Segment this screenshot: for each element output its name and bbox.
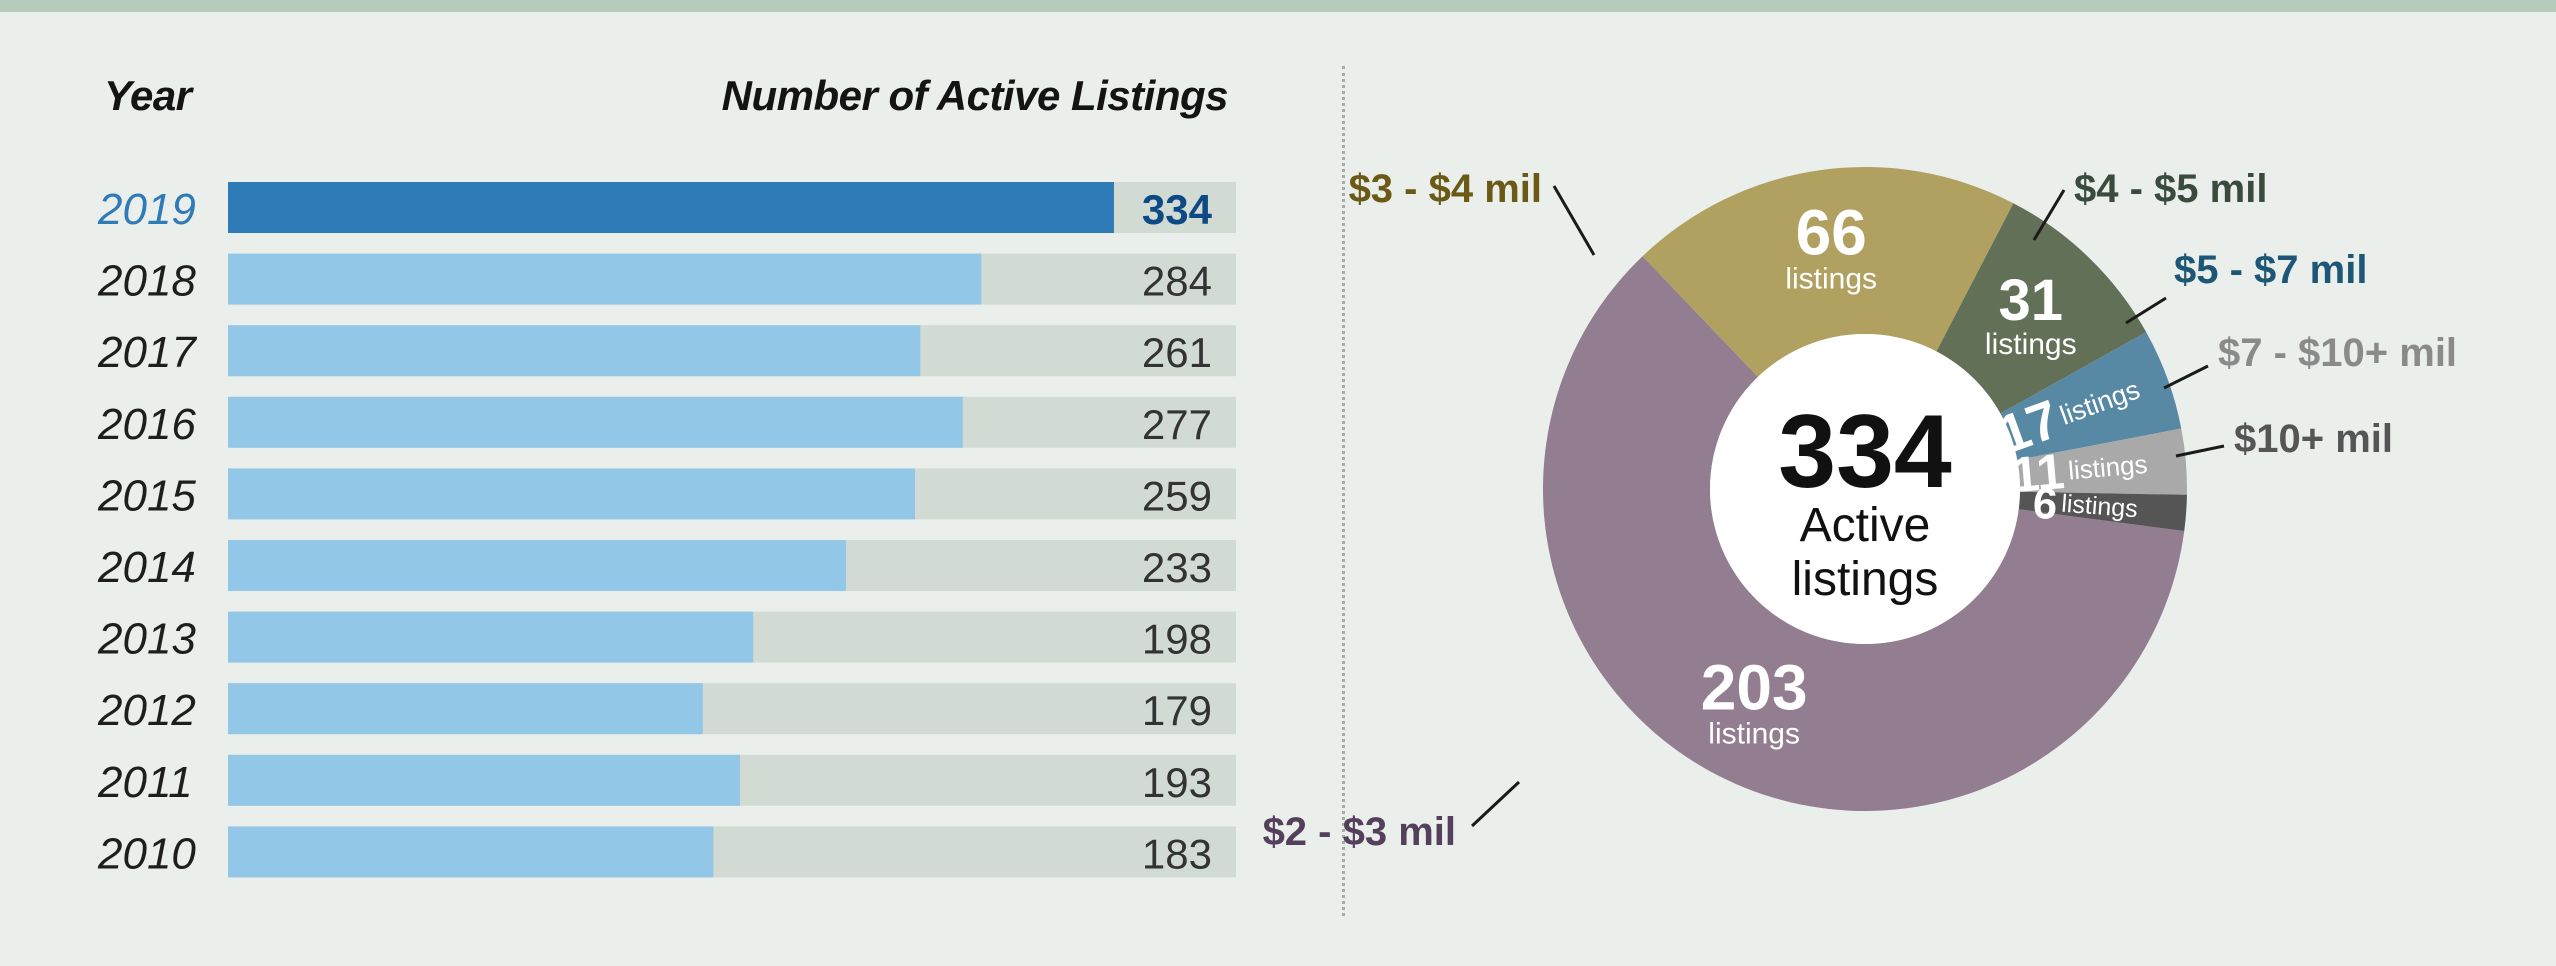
year-label-2010: 2010 [97,829,196,878]
bar-2015 [228,468,916,520]
slice-3-4-mil [1642,167,2014,377]
range-label-10-mil: $10+ mil [2234,417,2393,461]
year-label-2013: 2013 [97,615,196,664]
bar-value-2019: 334 [1142,186,1213,233]
bar-value-2013: 198 [1142,616,1212,663]
bar-value-2017: 261 [1142,329,1212,376]
year-label-2015: 2015 [97,471,196,520]
year-label-2012: 2012 [97,686,196,735]
slice-unit-10-mil: listings [2060,490,2138,524]
bar-2019 [228,182,1114,233]
bar-value-2015: 259 [1142,472,1212,519]
year-label-2016: 2016 [97,400,196,449]
year-label-2019: 2019 [97,185,196,234]
range-label-5-7-mil: $5 - $7 mil [2174,248,2367,292]
slice-unit-7-10-mil: listings [2067,449,2149,486]
leader-line-3-4-mil [1552,185,1596,256]
range-label-4-5-mil: $4 - $5 mil [2074,167,2267,211]
bar-2010 [228,826,714,878]
listings-column-header: Number of Active Listings [721,72,1229,119]
center-label-line-2: listings [1792,553,1939,606]
year-column-header: Year [104,72,192,119]
leader-line-4-5-mil [2032,189,2066,241]
slice-4-5-mil [1936,203,2147,414]
year-label-2014: 2014 [97,543,196,592]
panel-divider [1342,66,1345,916]
slice-unit-2-3-mil: listings [1708,717,1800,750]
bar-value-2018: 284 [1142,258,1212,305]
bar-2018 [228,253,982,305]
bar-2013 [228,611,754,663]
bar-2014 [228,540,847,591]
leader-line-7-10-mil [2163,364,2209,390]
bar-value-2016: 277 [1142,401,1212,448]
leader-line-10-mil [2175,444,2225,458]
center-total: 334 [1778,394,1952,510]
bar-value-2011: 193 [1142,759,1212,806]
range-label-3-4-mil: $3 - $4 mil [1349,167,1542,211]
slice-value-10-mil: 6 [2031,479,2059,530]
bar-2012 [228,683,703,735]
bar-value-2012: 179 [1142,687,1212,734]
leader-line-5-7-mil [2125,296,2167,325]
slice-value-2-3-mil: 203 [1701,651,1808,723]
center-label-line-1: Active [1800,499,1931,552]
slice-7-10-mil [2017,428,2187,495]
slice-value-4-5-mil: 31 [1999,268,2064,333]
range-label-2-3-mil: $2 - $3 mil [1263,810,1456,854]
bar-value-2014: 233 [1142,544,1212,591]
slice-value-3-4-mil: 66 [1796,196,1867,268]
year-label-2018: 2018 [97,257,196,306]
bar-2011 [228,754,740,806]
slice-value-group-10-mil: 6 listings [2031,479,2139,530]
slice-2-3-mil [1543,256,2185,811]
slice-5-7-mil [2000,332,2182,460]
bar-2016 [228,396,963,448]
bar-value-2010: 183 [1142,830,1212,877]
donut-center [1710,334,2020,644]
year-label-2017: 2017 [97,328,197,377]
slice-10-mil [2018,491,2187,532]
slice-unit-3-4-mil: listings [1785,262,1877,295]
range-label-7-10-mil: $7 - $10+ mil [2218,331,2457,375]
year-label-2011: 2011 [97,758,193,807]
bar-2017 [228,325,921,377]
active-listings-bar-chart: 2019 334 2018 284 2017 261 2016 277 2015 259 2014 2… [97,182,1236,878]
top-accent-strip [0,0,2556,12]
slice-unit-4-5-mil: listings [1985,328,2077,361]
leader-line-2-3-mil [1470,780,1521,828]
